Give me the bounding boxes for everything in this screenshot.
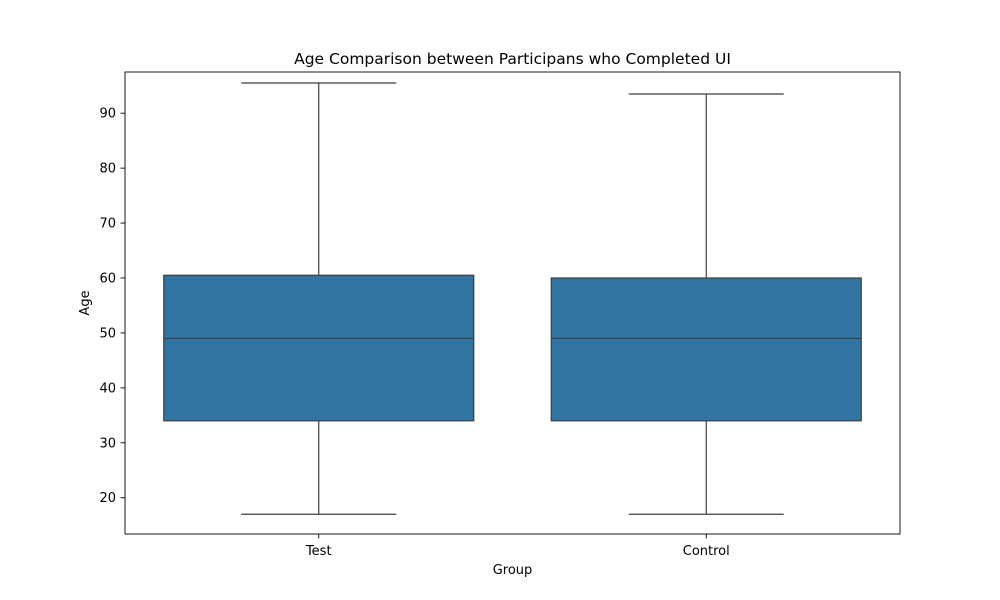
y-axis-label: Age xyxy=(78,290,93,315)
y-tick-label-80: 80 xyxy=(99,162,116,177)
box-group-control xyxy=(550,93,862,515)
y-tick-label-70: 70 xyxy=(99,217,116,232)
iqr-box-test xyxy=(163,274,475,422)
boxes-layer xyxy=(163,82,862,515)
box-group-test xyxy=(163,82,475,515)
y-tick-label-40: 40 xyxy=(99,381,116,396)
plot-area-frame xyxy=(124,71,901,535)
y-tick-label-20: 20 xyxy=(99,491,116,506)
chart-title: Age Comparison between Participans who C… xyxy=(294,50,731,68)
x-axis: Test Control xyxy=(305,534,730,559)
x-axis-label: Group xyxy=(493,563,533,578)
y-tick-label-30: 30 xyxy=(99,436,116,451)
y-tick-label-50: 50 xyxy=(99,326,116,341)
y-tick-label-90: 90 xyxy=(99,107,116,122)
x-tick-label-test: Test xyxy=(305,544,332,559)
y-tick-label-60: 60 xyxy=(99,272,116,287)
y-axis: 20 30 40 50 60 70 80 90 xyxy=(99,107,125,506)
x-tick-label-control: Control xyxy=(683,544,730,559)
iqr-box-control xyxy=(550,277,862,422)
